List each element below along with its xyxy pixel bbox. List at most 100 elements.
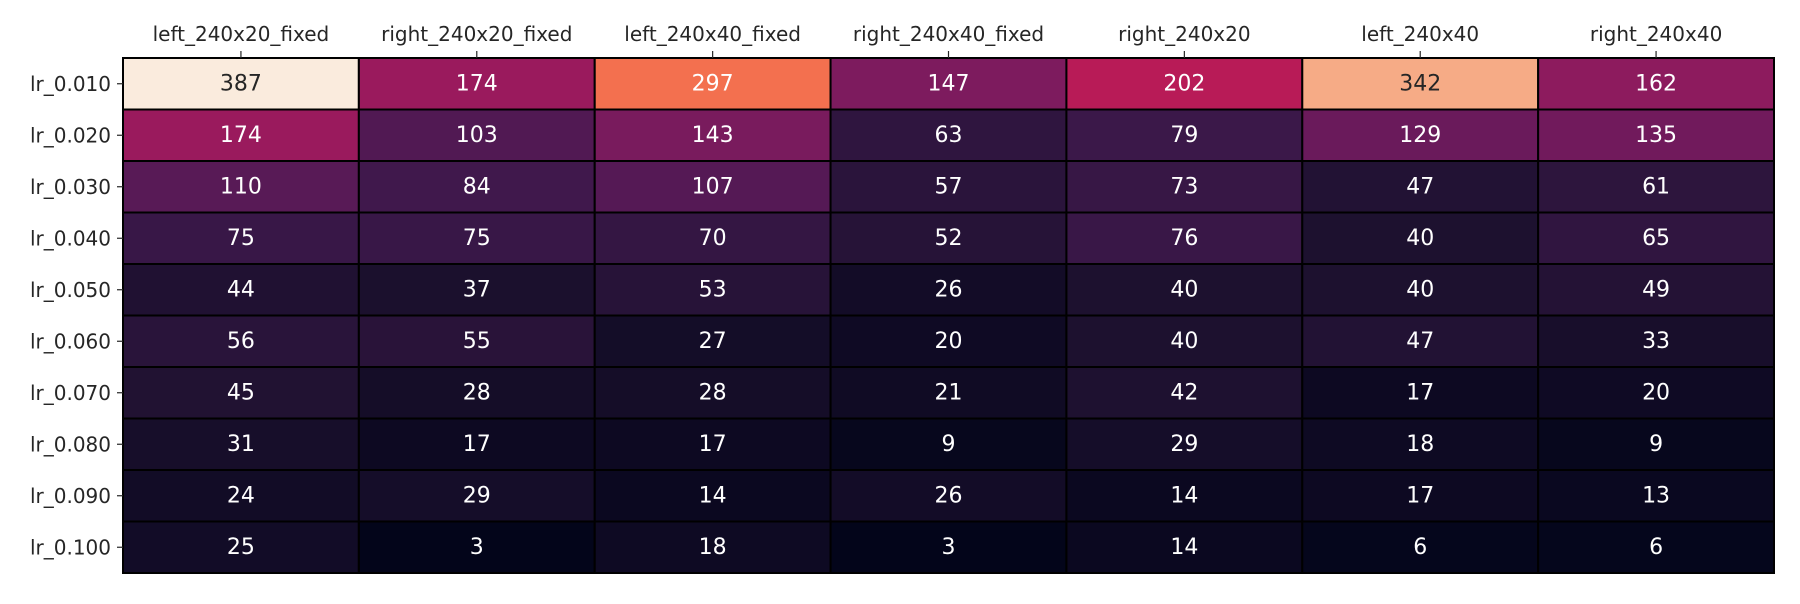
cell-value-lr_0.050-right_240x40: 49	[1642, 277, 1670, 302]
cell-value-lr_0.080-left_240x40: 18	[1406, 432, 1434, 457]
cell-value-lr_0.040-left_240x20_fixed: 75	[227, 226, 255, 251]
cell-value-lr_0.050-left_240x40_fixed: 53	[699, 277, 727, 302]
cell-value-lr_0.100-left_240x20_fixed: 25	[227, 535, 255, 560]
heatmap-cell-lr_0.080-right_240x20_fixed	[357, 417, 596, 471]
cell-value-lr_0.030-left_240x40_fixed: 107	[692, 174, 734, 199]
x-axis: left_240x20_fixed right_240x20_fixed left_…	[153, 22, 1722, 58]
heatmap-cell-lr_0.020-right_240x40	[1537, 108, 1775, 162]
cell-value-lr_0.010-right_240x40: 162	[1635, 71, 1677, 96]
heatmap-cell-lr_0.010-right_240x20_fixed	[357, 57, 596, 111]
cell-value-lr_0.050-right_240x20: 40	[1170, 277, 1198, 302]
heatmap-cell-lr_0.040-right_240x20_fixed	[357, 211, 596, 265]
cell-value-lr_0.050-right_240x20_fixed: 37	[463, 277, 491, 302]
cell-value-lr_0.100-right_240x40_fixed: 3	[942, 535, 956, 560]
cell-value-lr_0.040-right_240x40: 65	[1642, 226, 1670, 251]
cell-value-lr_0.070-left_240x40_fixed: 28	[699, 380, 727, 405]
x-tick-label-right_240x40_fixed: right_240x40_fixed	[853, 22, 1044, 46]
cell-value-lr_0.030-right_240x20_fixed: 84	[463, 174, 491, 199]
cell-value-lr_0.070-left_240x20_fixed: 45	[227, 380, 255, 405]
cell-value-lr_0.020-left_240x20_fixed: 174	[220, 123, 262, 148]
heatmap-cell-lr_0.070-left_240x40_fixed	[593, 366, 832, 420]
heatmap-cell-lr_0.080-right_240x40_fixed	[829, 417, 1068, 471]
heatmap-cell-lr_0.100-left_240x20_fixed	[122, 520, 360, 574]
x-tick-label-left_240x40: left_240x40	[1361, 22, 1479, 46]
heatmap-cell-lr_0.050-left_240x40_fixed	[593, 263, 832, 317]
cell-value-lr_0.100-right_240x40: 6	[1649, 535, 1663, 560]
heatmap-cell-lr_0.010-left_240x40	[1301, 57, 1540, 111]
cell-value-lr_0.020-right_240x20: 79	[1170, 123, 1198, 148]
y-tick-label-lr_0.010: lr_0.010	[30, 72, 111, 96]
cell-value-lr_0.100-left_240x40: 6	[1413, 535, 1427, 560]
heatmap-cell-lr_0.100-left_240x40	[1301, 520, 1540, 574]
x-tick-label-left_240x20_fixed: left_240x20_fixed	[153, 22, 330, 46]
heatmap-cell-lr_0.030-right_240x40_fixed	[829, 160, 1068, 214]
cell-value-lr_0.100-left_240x40_fixed: 18	[699, 535, 727, 560]
cell-value-lr_0.040-left_240x40: 40	[1406, 226, 1434, 251]
heatmap-cell-lr_0.090-right_240x20	[1065, 469, 1304, 523]
y-tick-label-lr_0.040: lr_0.040	[30, 226, 111, 250]
cell-value-lr_0.010-right_240x40_fixed: 147	[928, 71, 970, 96]
cell-value-lr_0.050-right_240x40_fixed: 26	[935, 277, 963, 302]
cell-value-lr_0.020-right_240x40: 135	[1635, 123, 1677, 148]
cell-value-lr_0.030-left_240x20_fixed: 110	[220, 174, 262, 199]
heatmap-cell-lr_0.020-left_240x40_fixed	[593, 108, 832, 162]
x-tick-label-right_240x40: right_240x40	[1590, 22, 1722, 46]
cell-value-lr_0.080-left_240x40_fixed: 17	[699, 432, 727, 457]
cell-value-lr_0.090-right_240x40_fixed: 26	[935, 483, 963, 508]
y-tick-label-lr_0.090: lr_0.090	[30, 484, 111, 508]
heatmap-cell-lr_0.100-right_240x40_fixed	[829, 520, 1068, 574]
heatmap-cell-lr_0.030-left_240x40	[1301, 160, 1540, 214]
cell-value-lr_0.090-right_240x20: 14	[1170, 483, 1198, 508]
heatmap-cell-lr_0.030-right_240x20	[1065, 160, 1304, 214]
cell-value-lr_0.060-right_240x20: 40	[1170, 329, 1198, 354]
cell-value-lr_0.060-right_240x40: 33	[1642, 329, 1670, 354]
y-axis: lr_0.010 lr_0.020 lr_0.030 lr_0.040 lr_0.050…	[30, 72, 123, 559]
y-tick-label-lr_0.060: lr_0.060	[30, 329, 111, 353]
heatmap-cell-lr_0.060-right_240x40_fixed	[829, 314, 1068, 368]
cell-value-lr_0.050-left_240x20_fixed: 44	[227, 277, 255, 302]
cell-value-lr_0.030-left_240x40: 47	[1406, 174, 1434, 199]
heatmap-cell-lr_0.060-right_240x40	[1537, 314, 1775, 368]
cell-value-lr_0.030-right_240x40: 61	[1642, 174, 1670, 199]
heatmap-cell-lr_0.060-left_240x20_fixed	[122, 314, 360, 368]
cell-value-lr_0.040-right_240x20_fixed: 75	[463, 226, 491, 251]
heatmap-cell-lr_0.080-right_240x40	[1537, 417, 1775, 471]
heatmap-cell-lr_0.030-left_240x40_fixed	[593, 160, 832, 214]
heatmap-cell-lr_0.070-right_240x40	[1537, 366, 1775, 420]
cell-value-lr_0.040-left_240x40_fixed: 70	[699, 226, 727, 251]
cell-value-lr_0.040-right_240x40_fixed: 52	[935, 226, 963, 251]
heatmap-cell-lr_0.070-right_240x40_fixed	[829, 366, 1068, 420]
cell-value-lr_0.090-right_240x20_fixed: 29	[463, 483, 491, 508]
heatmap-cell-lr_0.060-right_240x20_fixed	[357, 314, 596, 368]
cell-value-lr_0.040-right_240x20: 76	[1170, 226, 1198, 251]
y-tick-label-lr_0.070: lr_0.070	[30, 381, 111, 405]
cell-value-lr_0.010-left_240x20_fixed: 387	[220, 71, 262, 96]
cell-value-lr_0.090-left_240x40: 17	[1406, 483, 1434, 508]
cell-value-lr_0.010-right_240x20: 202	[1163, 71, 1205, 96]
cell-value-lr_0.060-right_240x20_fixed: 55	[463, 329, 491, 354]
cell-value-lr_0.060-left_240x40_fixed: 27	[699, 329, 727, 354]
cell-value-lr_0.080-right_240x20: 29	[1170, 432, 1198, 457]
cell-value-lr_0.010-left_240x40: 342	[1399, 71, 1441, 96]
y-tick-label-lr_0.050: lr_0.050	[30, 278, 111, 302]
cell-value-lr_0.080-left_240x20_fixed: 31	[227, 432, 255, 457]
x-tick-label-right_240x20: right_240x20	[1118, 22, 1250, 46]
heatmap-cell-lr_0.070-left_240x40	[1301, 366, 1540, 420]
cell-value-lr_0.030-right_240x20: 73	[1170, 174, 1198, 199]
cell-value-lr_0.060-left_240x40: 47	[1406, 329, 1434, 354]
cell-value-lr_0.070-right_240x20: 42	[1170, 380, 1198, 405]
heatmap-cell-lr_0.100-right_240x40	[1537, 520, 1775, 574]
cell-value-lr_0.090-left_240x20_fixed: 24	[227, 483, 255, 508]
cell-value-lr_0.060-left_240x20_fixed: 56	[227, 329, 255, 354]
cell-value-lr_0.080-right_240x40_fixed: 9	[942, 432, 956, 457]
heatmap-cell-lr_0.040-left_240x40	[1301, 211, 1540, 265]
heatmap-cell-lr_0.080-left_240x40	[1301, 417, 1540, 471]
heatmap-cell-lr_0.020-right_240x20	[1065, 108, 1304, 162]
heatmap-cell-lr_0.060-right_240x20	[1065, 314, 1304, 368]
y-tick-label-lr_0.080: lr_0.080	[30, 432, 111, 456]
heatmap-cell-lr_0.070-left_240x20_fixed	[122, 366, 360, 420]
heatmap-cell-lr_0.030-right_240x20_fixed	[357, 160, 596, 214]
cell-value-lr_0.030-right_240x40_fixed: 57	[935, 174, 963, 199]
